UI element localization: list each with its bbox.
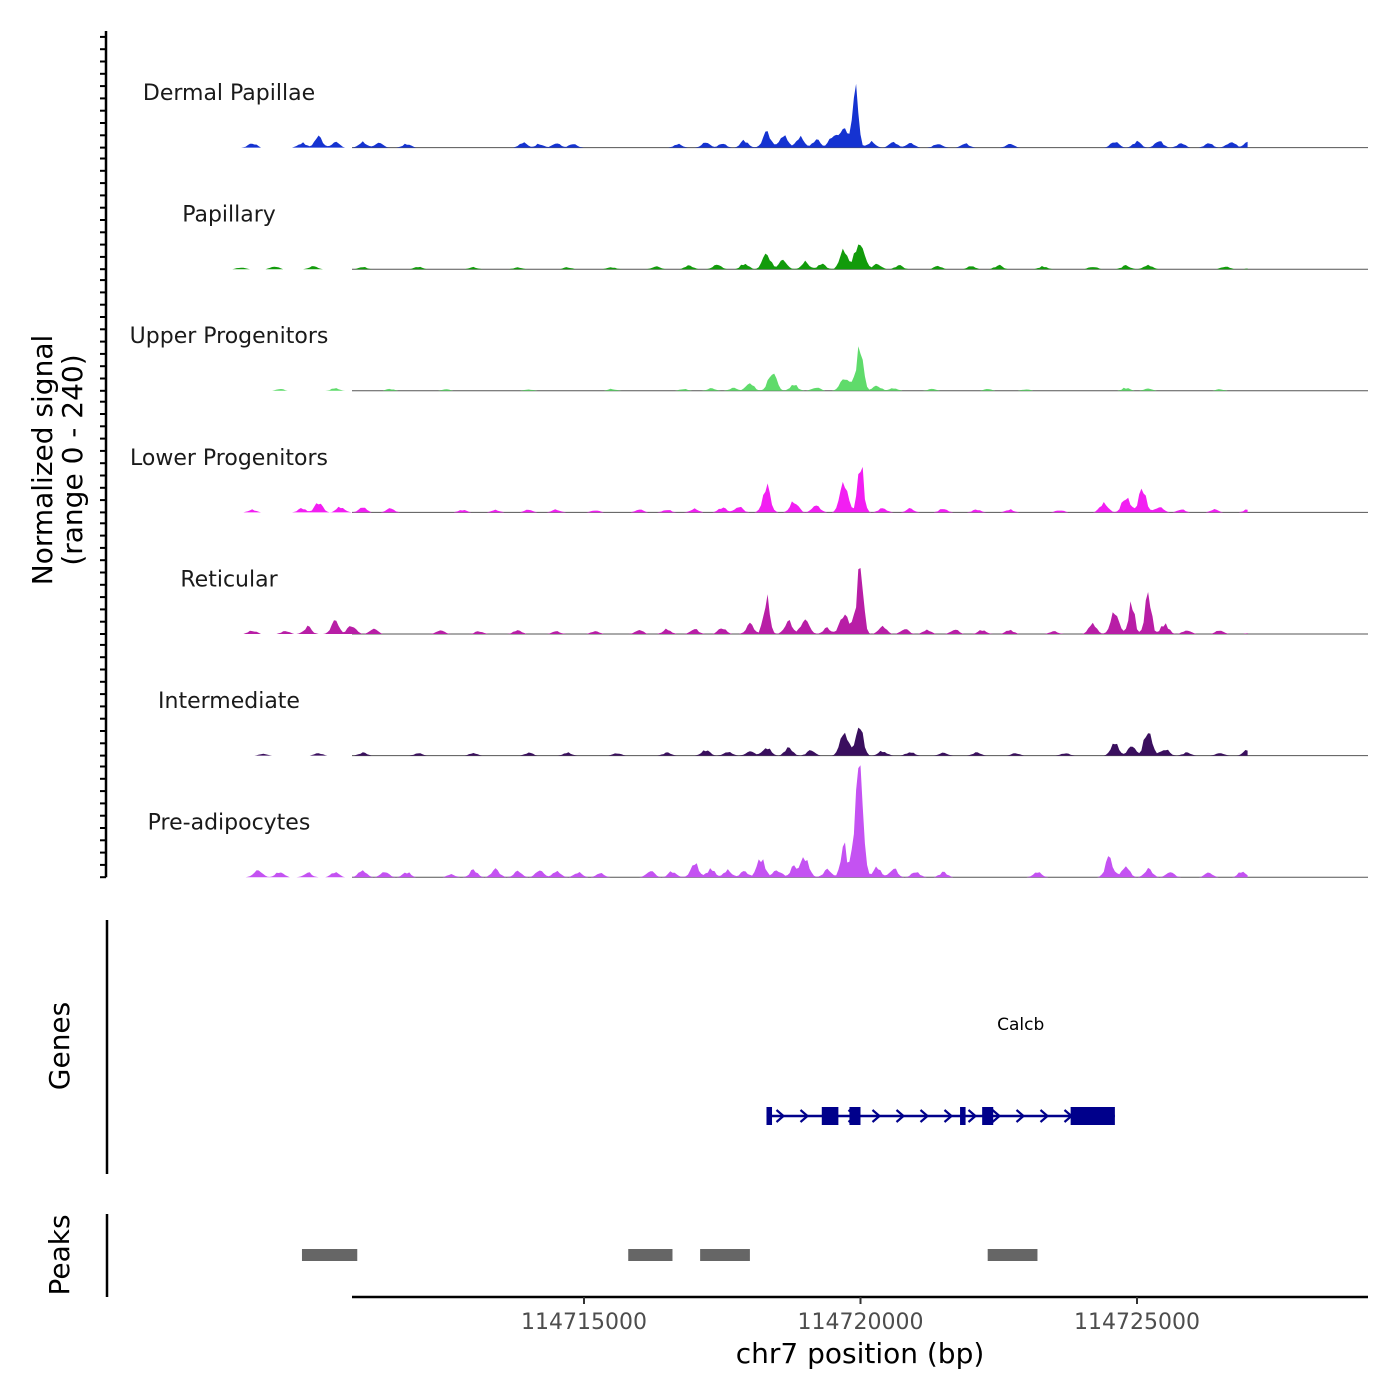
y-axis-title-line2: (range 0 - 240) [56,354,89,565]
track-papillary [208,244,1368,270]
strand-arrow [919,1109,930,1123]
track-label: Intermediate [158,689,300,714]
peak-region [628,1249,673,1261]
track-label: Lower Progenitors [130,446,328,471]
track-label: Reticular [180,567,278,592]
strand-arrow [775,1109,786,1123]
peak-region [301,1249,358,1261]
peaks-track-title: Peaks [43,1214,76,1295]
strand-arrow [943,1109,954,1123]
coverage-area [208,244,1248,270]
gene-label: Calcb [997,1015,1044,1035]
gene-exon [766,1107,773,1125]
x-tick-label: 114725000 [1074,1310,1200,1335]
track-label: Dermal Papillae [143,81,315,106]
coverage-area [208,466,1248,513]
track-label: Pre-adipocytes [148,811,311,836]
strand-arrow [1039,1109,1050,1123]
peak-region [987,1249,1038,1261]
gene-exon [1070,1107,1115,1125]
track-upper-progenitors [208,346,1368,392]
x-tick-label: 114720000 [798,1310,924,1335]
track-pre-adipocytes [208,765,1368,878]
coverage-area [208,765,1248,878]
coverage-area [208,346,1248,391]
strand-arrow [799,1109,810,1123]
track-label: Upper Progenitors [130,324,329,349]
y-axis-title: Normalized signal (range 0 - 240) [26,335,89,586]
gene-exon [821,1107,839,1125]
x-axis-title: chr7 position (bp) [736,1337,985,1370]
gene-exon [849,1107,861,1125]
peaks-track [301,1249,1038,1261]
strand-arrow [871,1109,882,1123]
x-tick-label: 114715000 [521,1310,647,1335]
track-reticular [208,568,1368,635]
peak-region [700,1249,750,1261]
strand-arrow [895,1109,906,1123]
genes-track: Calcb [766,1015,1115,1125]
strand-arrow [967,1109,978,1123]
signal-y-axis [100,31,108,879]
track-dermal-papillae [208,83,1368,149]
coverage-tracks [208,83,1368,878]
gene-exon [960,1107,966,1125]
gene-exon [982,1107,994,1125]
coverage-area [208,727,1248,756]
genes-track-title: Genes [43,1002,76,1090]
coverage-area [208,83,1248,148]
coverage-area [208,568,1248,634]
x-axis-ticks: 114715000 114720000 114725000 [521,1297,1200,1335]
track-intermediate [208,727,1368,757]
y-axis-title-line1: Normalized signal [26,335,59,586]
track-label: Papillary [182,203,276,228]
strand-arrow [1015,1109,1026,1123]
strand-arrow [991,1109,1002,1123]
track-labels: Dermal Papillae Papillary Upper Progenitor… [130,81,329,836]
track-lower-progenitors [208,466,1368,513]
